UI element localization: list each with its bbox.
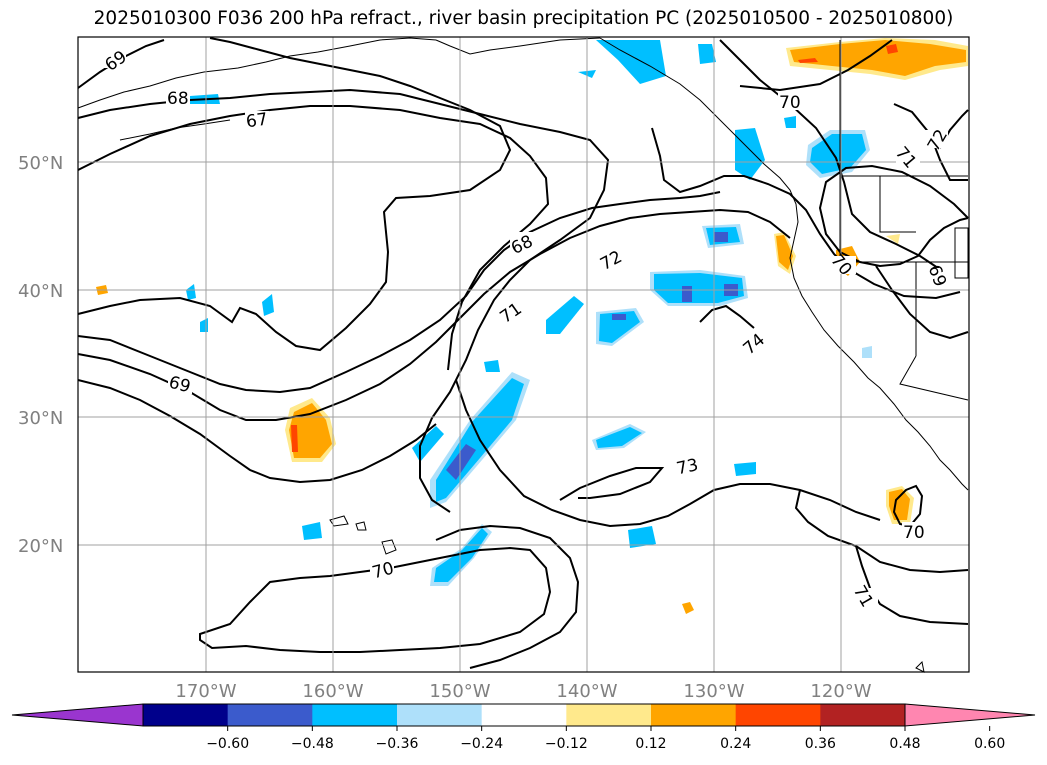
lon-label-130w: 130°W (683, 681, 744, 702)
map-panel: 69 68 67 68 72 71 69 70 74 73 70 71 70 (77, 36, 970, 673)
lat-label-50n: 50°N (18, 153, 63, 174)
colorbar-extend-high (904, 703, 1036, 727)
colorbar-tick-label: −0.60 (206, 736, 249, 752)
contour-label: 73 (675, 455, 700, 479)
map-frame (77, 36, 970, 673)
lon-label-170w: 170°W (175, 681, 236, 702)
colorbar-tick-label: −0.24 (460, 736, 503, 752)
colorbar-tick-label: 0.36 (805, 736, 836, 752)
contour-label: 67 (245, 109, 269, 132)
contour-label: 68 (167, 89, 189, 109)
colorbar-segment (651, 704, 737, 726)
lat-label-40n: 40°N (18, 281, 63, 302)
colorbar: −0.60 −0.48 −0.36 −0.24 −0.12 0.12 0.24 0.36 0.4… (11, 703, 1036, 752)
lat-labels: 50°N 40°N 30°N 20°N (18, 153, 63, 557)
lon-label-160w: 160°W (302, 681, 363, 702)
colorbar-segment (566, 704, 652, 726)
colorbar-tick-label: −0.12 (545, 736, 588, 752)
colorbar-extend-low (11, 703, 144, 727)
colorbar-segment (143, 704, 229, 726)
colorbar-segment (397, 704, 483, 726)
lon-label-140w: 140°W (556, 681, 617, 702)
contour-label: 70 (903, 523, 925, 543)
colorbar-tick-label: −0.36 (376, 736, 419, 752)
coastlines (77, 37, 969, 673)
graticule (78, 37, 969, 672)
colorbar-tick-label: 0.60 (974, 736, 1005, 752)
colorbar-segment (820, 704, 906, 726)
colorbar-tick-label: 0.24 (720, 736, 751, 752)
lon-label-150w: 150°W (429, 681, 490, 702)
colorbar-segment (312, 704, 398, 726)
lat-label-20n: 20°N (18, 536, 63, 557)
colorbar-tick-label: 0.48 (889, 736, 920, 752)
lon-label-120w: 120°W (810, 681, 871, 702)
lat-label-30n: 30°N (18, 408, 63, 429)
colorbar-tick-label: −0.48 (291, 736, 334, 752)
contour-label: 70 (779, 93, 801, 113)
map-title: 2025010300 F036 200 hPa refract., river … (93, 8, 954, 29)
colorbar-segment (481, 704, 567, 726)
colorbar-segment (227, 704, 313, 726)
colorbar-segment (735, 704, 821, 726)
colorbar-tick-label: 0.12 (635, 736, 666, 752)
lon-labels: 170°W 160°W 150°W 140°W 130°W 120°W (175, 681, 871, 702)
